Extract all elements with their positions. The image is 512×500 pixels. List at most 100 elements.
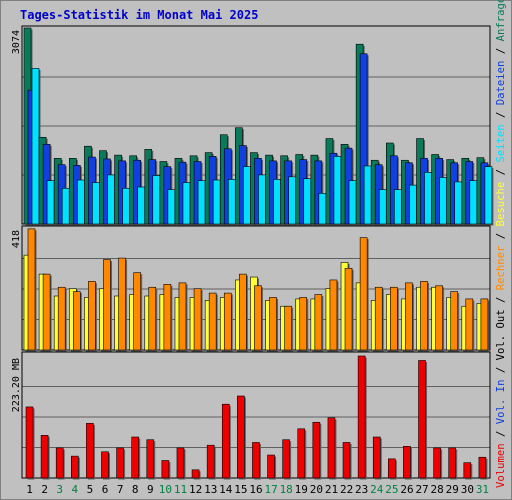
bar-rechner-day-25 [390, 286, 398, 351]
bar-seiten-day-1 [31, 68, 40, 225]
bar-rechner-day-29 [450, 291, 459, 351]
legend-entry: Anfragen [495, 0, 507, 41]
x-tick-label: 12 [189, 483, 202, 496]
bar-seiten-day-31 [484, 166, 493, 225]
x-tick-label: 10 [159, 483, 172, 496]
bar-rechner-day-11 [178, 282, 187, 351]
bar-volumen-day-22 [342, 442, 351, 479]
legend-entry: / [495, 163, 507, 182]
bar-volumen-day-21 [327, 417, 336, 479]
x-tick-label: 15 [234, 483, 247, 496]
panel-hits-max-label: 3074 [11, 30, 22, 54]
panel-visits: 418 [11, 225, 491, 352]
bar-volumen-day-18 [282, 439, 290, 479]
bar-seiten-day-30 [469, 180, 478, 225]
bar-volumen-day-20 [312, 421, 321, 479]
x-tick-label: 24 [370, 483, 384, 496]
bar-seiten-day-3 [61, 187, 70, 225]
bar-volumen-day-12 [191, 469, 200, 479]
bar-rechner-day-5 [88, 281, 96, 351]
bar-rechner-day-20 [314, 294, 323, 351]
x-tick-label: 25 [385, 483, 398, 496]
bar-rechner-day-14 [223, 292, 232, 351]
bar-volumen-day-29 [448, 447, 457, 479]
x-tick-label: 8 [132, 483, 139, 496]
x-tick-label: 2 [41, 483, 48, 496]
bar-volumen-day-26 [403, 445, 411, 479]
bar-seiten-day-22 [348, 180, 357, 225]
bar-seiten-day-13 [212, 179, 221, 225]
bar-volumen-day-4 [70, 455, 79, 479]
bar-seiten-day-9 [152, 175, 161, 225]
x-tick-label: 30 [461, 483, 474, 496]
x-tick-label: 21 [325, 483, 338, 496]
x-tick-label: 5 [87, 483, 94, 496]
bar-seiten-day-21 [333, 156, 342, 225]
bar-seiten-day-19 [303, 178, 312, 225]
bar-rechner-day-19 [299, 297, 308, 351]
bar-rechner-day-7 [118, 257, 126, 351]
bar-seiten-day-4 [76, 179, 85, 225]
bar-seiten-day-29 [454, 181, 463, 225]
bar-rechner-day-22 [344, 267, 353, 351]
bar-volumen-day-16 [252, 442, 260, 479]
legend-entry: / [495, 360, 507, 379]
x-tick-label: 17 [264, 483, 277, 496]
bar-rechner-day-30 [465, 298, 474, 351]
bar-rechner-day-9 [148, 286, 157, 351]
x-tick-label: 13 [204, 483, 217, 496]
bar-seiten-day-23 [363, 165, 372, 225]
bar-dateien-day-23 [359, 53, 368, 225]
panel-hits: 3074 [11, 25, 494, 226]
x-tick-label: 7 [117, 483, 124, 496]
x-tick-label: 4 [72, 483, 79, 496]
x-tick-label: 23 [355, 483, 368, 496]
chart-panels: 3074 418 223.20 MB [11, 25, 494, 480]
x-tick-label: 1 [26, 483, 33, 496]
x-tick-label: 6 [102, 483, 109, 496]
x-tick-label: 19 [295, 483, 308, 496]
right-legend-text: Volumen / Vol. In / Vol. Out / Rechner /… [495, 0, 507, 488]
legend-entry: Vol. Out [495, 309, 507, 360]
bar-rechner-day-12 [193, 288, 202, 351]
bar-volumen-day-10 [161, 460, 170, 479]
x-tick-label: 20 [310, 483, 323, 496]
x-tick-label: 31 [476, 483, 489, 496]
bar-volumen-day-19 [297, 428, 306, 479]
legend-entry: / [495, 424, 507, 443]
legend-entry: Volumen [495, 443, 507, 488]
bar-seiten-day-11 [182, 182, 191, 225]
legend-entry: Dateien [495, 61, 507, 106]
x-tick-label: 9 [147, 483, 154, 496]
bar-seiten-day-24 [378, 189, 387, 225]
bar-seiten-day-28 [439, 177, 447, 225]
bar-rechner-day-28 [435, 285, 443, 351]
bar-volumen-day-30 [463, 462, 472, 479]
bar-volumen-day-11 [176, 447, 185, 479]
x-tick-label: 11 [174, 483, 187, 496]
bar-seiten-day-17 [273, 179, 281, 225]
bar-seiten-day-20 [318, 193, 327, 225]
bar-rechner-day-17 [269, 297, 277, 351]
legend-entry: / [495, 226, 507, 245]
legend-entry: Rechner [495, 246, 507, 291]
x-tick-label: 3 [56, 483, 63, 496]
bar-volumen-day-8 [131, 436, 139, 479]
right-legend: Volumen / Vol. In / Vol. Out / Rechner /… [495, 0, 507, 488]
bar-seiten-day-8 [137, 186, 145, 225]
bar-volumen-day-6 [101, 451, 109, 479]
bar-volumen-day-9 [146, 439, 155, 479]
bar-volumen-day-28 [433, 447, 441, 479]
x-tick-label: 28 [431, 483, 444, 496]
bar-rechner-day-13 [208, 292, 217, 351]
x-tick-label: 14 [219, 483, 233, 496]
panel-volume: 223.20 MB [11, 351, 491, 480]
bar-dateien-day-20 [314, 160, 323, 225]
bar-rechner-day-27 [420, 281, 428, 351]
bar-seiten-day-27 [424, 172, 432, 225]
x-tick-label: 22 [340, 483, 353, 496]
x-axis-day-labels: 1 2 3 4 5 6 7 8 9 10 11 12 13 14 15 16 17 18 19 20 21 22 23 24 2… [26, 483, 489, 496]
bar-seiten-day-16 [258, 174, 266, 225]
x-tick-label: 16 [249, 483, 262, 496]
bar-volumen-day-31 [478, 456, 487, 479]
